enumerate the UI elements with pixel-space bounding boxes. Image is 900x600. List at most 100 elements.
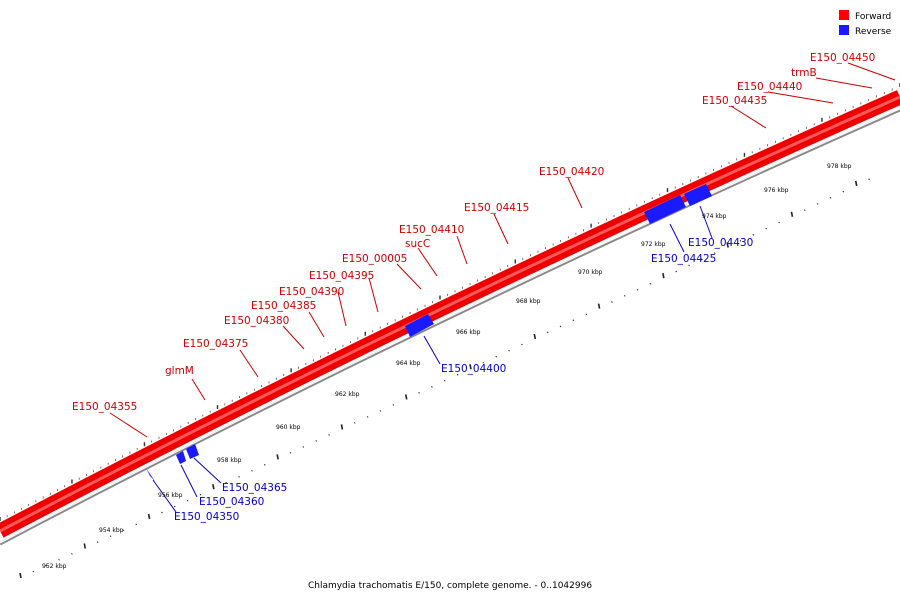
ruler-dot xyxy=(45,564,48,567)
ruler-dot xyxy=(662,272,665,279)
kbp-label: 966 kbp xyxy=(456,329,481,336)
reverse-gene-block xyxy=(644,195,686,224)
ruler-dot xyxy=(495,355,498,358)
kbp-label: 962 kbp xyxy=(335,391,360,398)
legend-forward-swatch xyxy=(839,10,849,20)
kbp-label: 960 kbp xyxy=(276,424,301,431)
gene-label: E150_04385 xyxy=(251,300,316,312)
gene-label: E150_04425 xyxy=(651,253,716,265)
kbp-label: 968 kbp xyxy=(516,298,541,305)
reverse-gene-block xyxy=(684,184,712,206)
ruler-dot xyxy=(315,440,318,442)
kbp-label: 970 kbp xyxy=(578,269,603,276)
ruler-dot xyxy=(508,349,510,352)
ruler-dot xyxy=(688,264,690,267)
reverse-gene-block xyxy=(186,444,199,459)
ruler-dot xyxy=(418,392,420,394)
ruler-dot xyxy=(147,513,151,520)
gene-label: E150_04440 xyxy=(737,81,802,93)
ruler-dot xyxy=(854,180,858,187)
gene-label: glmM xyxy=(165,365,194,377)
ruler-dot xyxy=(32,570,35,573)
reverse-gene-labels: E150_04350 E150_04360 E150_04365 E150_04… xyxy=(174,237,753,523)
ruler-dot xyxy=(868,178,870,181)
ruler-dot xyxy=(533,333,537,340)
legend-forward-label: Forward xyxy=(855,12,891,22)
ruler-dot xyxy=(161,511,163,514)
ruler-dot xyxy=(19,572,22,579)
kbp-label: 952 kbp xyxy=(42,563,67,570)
kbp-label: 974 kbp xyxy=(702,213,727,220)
ruler-dot xyxy=(611,301,613,303)
gene-label: E150_04390 xyxy=(279,286,344,298)
ruler-dot xyxy=(109,535,112,538)
kbp-label: 972 kbp xyxy=(641,241,666,248)
ruler-dot xyxy=(302,446,305,448)
kbp-label: 964 kbp xyxy=(396,360,421,367)
forward-gene-labels: E150_04355 glmM E150_04375 E150_04380 E1… xyxy=(72,52,875,413)
ruler-dot xyxy=(122,529,125,532)
ruler-dot xyxy=(739,240,742,242)
ruler-dot xyxy=(173,505,176,508)
ruler-dot xyxy=(83,543,87,549)
ruler-dot xyxy=(353,422,356,424)
gene-label: E150_04365 xyxy=(222,482,287,494)
ruler-dot xyxy=(752,233,755,236)
gene-label: E150_04420 xyxy=(539,166,604,178)
ruler-dot xyxy=(340,424,344,430)
forward-strand-band xyxy=(0,90,900,538)
ruler-dot xyxy=(803,209,806,211)
gene-label: E150_04415 xyxy=(464,202,529,214)
ruler-dot xyxy=(778,221,780,224)
ruler-dot xyxy=(443,379,446,382)
ruler-dot xyxy=(238,475,240,478)
ruler-dot xyxy=(276,454,279,460)
kbp-label: 976 kbp xyxy=(764,187,789,194)
gene-label: E150_04430 xyxy=(688,237,753,249)
ruler-dot xyxy=(636,288,639,291)
ruler-dot xyxy=(96,541,99,543)
ruler-dot xyxy=(726,242,729,248)
ruler-dot xyxy=(199,493,202,496)
gene-label: sucC xyxy=(405,238,430,250)
gene-label: E150_04375 xyxy=(183,338,248,350)
ruler-dot xyxy=(186,499,189,502)
gene-label: E150_00005 xyxy=(342,253,407,265)
reverse-gene-blocks xyxy=(146,184,712,481)
kbp-label: 978 kbp xyxy=(827,163,852,170)
ruler-dot xyxy=(212,484,215,490)
ruler-ticks-bottom xyxy=(19,178,870,579)
gene-label: E150_04395 xyxy=(309,270,374,282)
reverse-gene-block xyxy=(405,314,434,337)
kbp-label: 954 kbp xyxy=(99,527,124,534)
ruler-dot xyxy=(482,361,485,364)
ruler-dot xyxy=(263,464,266,466)
ruler-dot xyxy=(585,313,588,316)
ruler-dot xyxy=(701,258,703,261)
forward-leader-lines xyxy=(109,62,896,438)
ruler-dot xyxy=(790,211,794,217)
gene-label: E150_04450 xyxy=(810,52,875,64)
forward-strand-highlight xyxy=(0,95,900,533)
backbone-outer-line xyxy=(0,108,900,546)
ruler-dot xyxy=(572,319,575,322)
ruler-dot xyxy=(289,452,292,454)
ruler-dot xyxy=(649,282,652,285)
kbp-labels: 952 kbp 954 kbp 956 kbp 958 kbp 960 kbp … xyxy=(42,163,852,570)
ruler-dot xyxy=(58,558,60,561)
kbp-label: 958 kbp xyxy=(217,457,242,464)
ruler-ticks-top xyxy=(0,83,900,521)
reverse-gene-block xyxy=(176,451,186,464)
backbone-inner-line xyxy=(0,108,900,544)
ruler-dot xyxy=(392,404,395,406)
ruler-dot xyxy=(521,343,523,346)
gene-label: E150_04355 xyxy=(72,401,137,413)
reverse-leader-lines xyxy=(152,205,713,513)
ruler-dot xyxy=(829,196,832,199)
gene-label: E150_04350 xyxy=(174,511,239,523)
ruler-dot xyxy=(597,303,601,309)
ruler-dot xyxy=(431,386,433,388)
ruler-dot xyxy=(135,523,138,526)
ruler-dot xyxy=(816,203,819,205)
